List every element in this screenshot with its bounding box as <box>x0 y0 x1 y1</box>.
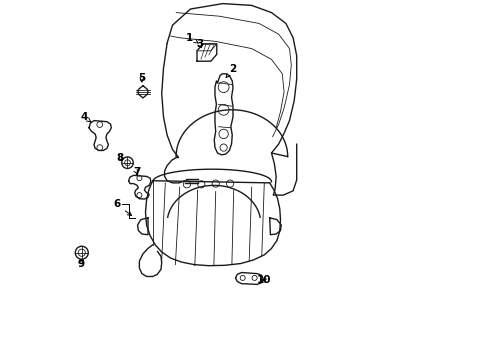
Text: 9: 9 <box>77 258 84 269</box>
Text: 6: 6 <box>113 199 131 216</box>
Text: 5: 5 <box>138 73 145 84</box>
Text: 2: 2 <box>225 64 236 78</box>
Text: 1: 1 <box>186 33 198 43</box>
Text: 10: 10 <box>257 275 271 285</box>
Text: 3: 3 <box>196 39 203 49</box>
Text: 8: 8 <box>117 153 123 163</box>
Text: 7: 7 <box>133 167 140 177</box>
Text: 4: 4 <box>81 112 91 122</box>
